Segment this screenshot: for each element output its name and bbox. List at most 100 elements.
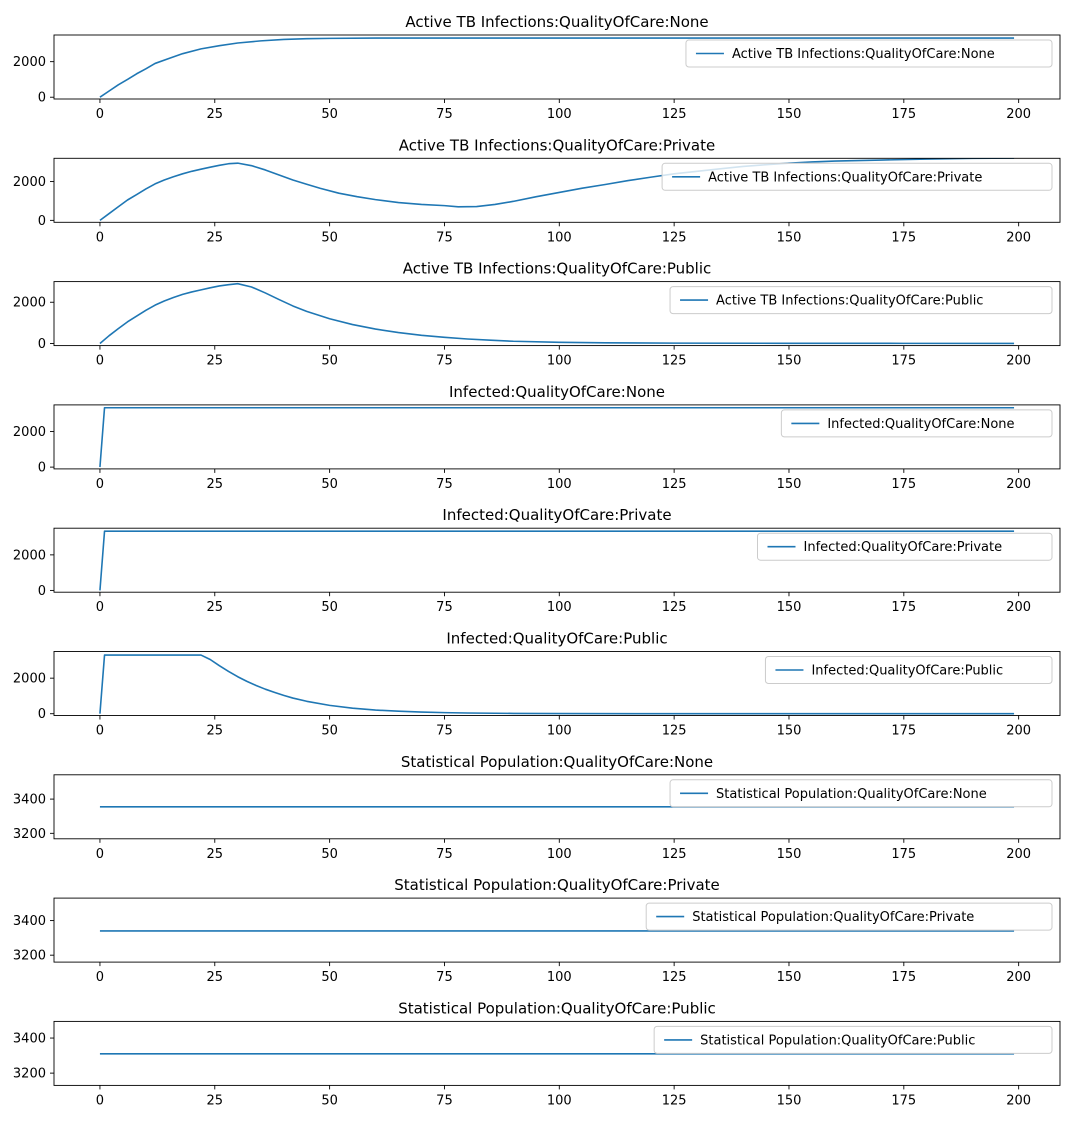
x-tick-label: 200 [1006, 724, 1031, 739]
subplot-2: Active TB Infections:QualityOfCare:Priva… [13, 136, 1061, 245]
x-tick-label: 25 [207, 1093, 224, 1108]
x-tick-label: 150 [777, 847, 802, 862]
x-tick-label: 75 [436, 600, 453, 615]
y-tick-label: 2000 [13, 425, 46, 440]
legend-box [645, 902, 1053, 931]
x-tick-label: 0 [96, 230, 104, 245]
legend-label: Statistical Population:QualityOfCare:Pub… [700, 1033, 975, 1048]
x-tick-label: 150 [777, 107, 802, 122]
x-tick-label: 150 [777, 970, 802, 985]
x-tick-label: 150 [777, 477, 802, 492]
axes-frame [53, 774, 1061, 840]
axes-frame [53, 897, 1061, 963]
x-tick-label: 200 [1006, 107, 1031, 122]
legend-label: Statistical Population:QualityOfCare:Pri… [692, 910, 974, 925]
subplot-title: Active TB Infections:QualityOfCare:Priva… [399, 136, 715, 154]
x-tick-label: 50 [321, 600, 338, 615]
legend-box [757, 532, 1053, 561]
y-tick-label: 2000 [13, 548, 46, 563]
subplot-1: Active TB Infections:QualityOfCare:None 0… [13, 13, 1061, 122]
subplot-5: Infected:QualityOfCare:Private 0 25 50 75 100… [13, 506, 1061, 615]
legend-box [669, 286, 1053, 315]
x-tick-label: 75 [436, 477, 453, 492]
legend-label: Infected:QualityOfCare:Public [811, 664, 1003, 679]
x-tick-label: 125 [662, 724, 687, 739]
x-tick-label: 100 [547, 847, 572, 862]
subplot-title: Infected:QualityOfCare:None [449, 383, 665, 401]
series-line [99, 406, 1015, 468]
x-tick-label: 25 [207, 477, 224, 492]
subplot-title: Statistical Population:QualityOfCare:Pri… [394, 876, 720, 894]
x-tick-label: 75 [436, 724, 453, 739]
axes-frame [53, 404, 1061, 470]
x-tick-label: 175 [891, 1093, 916, 1108]
x-tick-label: 175 [891, 970, 916, 985]
y-tick-label: 3200 [13, 949, 46, 964]
x-tick-label: 200 [1006, 1093, 1031, 1108]
y-tick-label: 0 [38, 461, 46, 476]
y-tick-label: 0 [38, 91, 46, 106]
series-line [99, 530, 1015, 591]
legend-box [764, 656, 1053, 684]
x-tick-label: 25 [207, 107, 224, 122]
subplot-8: Statistical Population:QualityOfCare:Pri… [13, 876, 1061, 985]
legend: Infected:QualityOfCare:None [780, 409, 1053, 438]
axes-frame [53, 34, 1061, 100]
x-tick-label: 200 [1006, 354, 1031, 369]
x-tick-label: 150 [777, 230, 802, 245]
x-tick-label: 100 [547, 230, 572, 245]
x-tick-label: 0 [96, 600, 104, 615]
x-tick-label: 0 [96, 107, 104, 122]
x-tick-label: 125 [662, 600, 687, 615]
x-tick-label: 175 [891, 354, 916, 369]
x-tick-label: 200 [1006, 477, 1031, 492]
y-tick-label: 2000 [13, 296, 46, 311]
x-tick-label: 0 [96, 477, 104, 492]
x-tick-label: 100 [547, 477, 572, 492]
axes-frame [53, 1020, 1061, 1086]
subplot-7: Statistical Population:QualityOfCare:Non… [13, 753, 1061, 862]
x-tick-label: 175 [891, 847, 916, 862]
x-tick-label: 0 [96, 354, 104, 369]
x-tick-label: 75 [436, 970, 453, 985]
x-tick-label: 100 [547, 970, 572, 985]
legend: Active TB Infections:QualityOfCare:Publi… [669, 286, 1053, 315]
y-tick-label: 0 [38, 337, 46, 352]
axes-frame [53, 651, 1061, 716]
x-tick-label: 50 [321, 724, 338, 739]
x-tick-label: 25 [207, 600, 224, 615]
legend: Infected:QualityOfCare:Public [764, 656, 1053, 684]
y-tick-label: 2000 [13, 175, 46, 190]
x-tick-label: 0 [96, 970, 104, 985]
legend-box [669, 779, 1053, 808]
x-tick-label: 125 [662, 107, 687, 122]
x-tick-label: 75 [436, 107, 453, 122]
y-tick-label: 2000 [13, 672, 46, 687]
series-line [99, 282, 1015, 345]
y-tick-label: 0 [38, 584, 46, 599]
legend: Active TB Infections:QualityOfCare:None [685, 39, 1053, 68]
y-tick-label: 3400 [13, 793, 46, 808]
x-tick-label: 75 [436, 847, 453, 862]
legend-label: Active TB Infections:QualityOfCare:Priva… [708, 170, 982, 185]
x-tick-label: 50 [321, 107, 338, 122]
x-tick-label: 200 [1006, 600, 1031, 615]
x-tick-label: 125 [662, 477, 687, 492]
x-tick-label: 50 [321, 354, 338, 369]
series-line [99, 654, 1015, 715]
x-tick-label: 150 [777, 724, 802, 739]
legend-box [685, 39, 1053, 68]
legend-label: Active TB Infections:QualityOfCare:Publi… [716, 294, 983, 309]
x-tick-label: 175 [891, 107, 916, 122]
subplot-title: Statistical Population:QualityOfCare:Non… [401, 753, 713, 771]
legend-label: Statistical Population:QualityOfCare:Non… [716, 787, 987, 802]
y-tick-label: 3400 [13, 1032, 46, 1047]
subplot-4: Infected:QualityOfCare:None 0 25 50 75 100 125… [13, 383, 1061, 492]
x-tick-label: 0 [96, 1093, 104, 1108]
subplot-title: Statistical Population:QualityOfCare:Pub… [398, 999, 716, 1017]
subplot-3: Active TB Infections:QualityOfCare:Publi… [13, 260, 1061, 369]
legend: Statistical Population:QualityOfCare:Non… [669, 779, 1053, 808]
subplot-title: Infected:QualityOfCare:Private [442, 506, 671, 524]
x-tick-label: 125 [662, 847, 687, 862]
x-tick-label: 75 [436, 1093, 453, 1108]
